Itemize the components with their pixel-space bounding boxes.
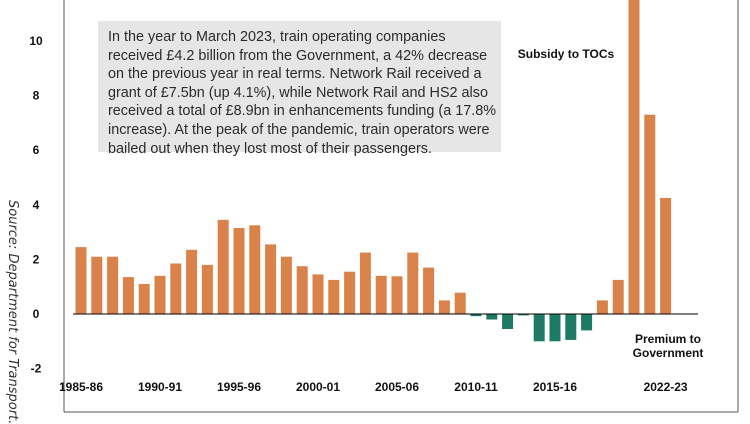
bar-1995-96: [233, 228, 245, 314]
xtick-1990-91: 1990-91: [138, 380, 182, 394]
bar-2017-18: [581, 314, 593, 331]
xtick-1995-96: 1995-96: [217, 380, 261, 394]
bar-1986-87: [91, 256, 103, 314]
xtick-2015-16: 2015-16: [533, 380, 577, 394]
ytick-10: 10: [29, 34, 43, 48]
bar-1998-99: [280, 256, 292, 314]
bar-2011-12: [486, 314, 498, 320]
bar-1993-94: [201, 264, 213, 314]
bar-2009-10: [454, 292, 466, 314]
xtick-2010-11: 2010-11: [454, 380, 498, 394]
bar-1997-98: [265, 244, 277, 314]
bar-1991-92: [170, 263, 182, 314]
bar-1999-00: [296, 266, 308, 314]
ytick-2: 2: [33, 252, 40, 266]
bar-2000-01: [312, 274, 324, 314]
bar-1989-90: [138, 284, 150, 314]
bar-1988-89: [122, 277, 134, 314]
bar-1992-93: [186, 249, 198, 314]
bar-1996-97: [249, 225, 261, 314]
xtick-1985-86: 1985-86: [59, 380, 103, 394]
bar-2004-05: [375, 275, 387, 314]
ytick-4: 4: [33, 198, 40, 212]
xtick-2022-23: 2022-23: [644, 380, 688, 394]
bar-2005-06: [391, 276, 403, 314]
bar-2006-07: [407, 252, 419, 314]
ytick-8: 8: [33, 89, 40, 103]
bar-1985-86: [75, 247, 87, 314]
bar-2020-21: [628, 0, 640, 314]
xtick-2000-01: 2000-01: [296, 380, 340, 394]
bar-2013-14: [517, 314, 529, 316]
bar-2007-08: [423, 267, 435, 314]
bar-2016-17: [565, 314, 577, 340]
bar-2014-15: [533, 314, 545, 342]
ytick-0: 0: [33, 307, 40, 321]
source-note: Source: Department for Transport.: [5, 200, 20, 424]
bar-2012-13: [502, 314, 514, 329]
bar-1994-95: [217, 219, 229, 314]
bar-1987-88: [107, 256, 119, 314]
ytick-6: 6: [33, 143, 40, 157]
bar-2003-04: [359, 252, 371, 314]
bar-1990-91: [154, 275, 166, 314]
bar-2019-20: [612, 279, 624, 314]
bar-2022-23: [660, 198, 672, 314]
bar-2001-02: [328, 279, 340, 314]
bar-2002-03: [344, 271, 356, 314]
bar-2008-09: [438, 300, 450, 314]
annotation-box: In the year to March 2023, train operati…: [98, 21, 501, 157]
bar-2021-22: [644, 114, 656, 314]
bar-2015-16: [549, 314, 561, 342]
ytick--2: -2: [31, 362, 42, 376]
xtick-2005-06: 2005-06: [375, 380, 419, 394]
label-subsidy-to-tocs: Subsidy to TOCs: [517, 47, 615, 61]
bar-2010-11: [470, 314, 482, 317]
label-premium-to-government: Premium to Government: [632, 332, 704, 360]
bar-2018-19: [596, 300, 608, 314]
